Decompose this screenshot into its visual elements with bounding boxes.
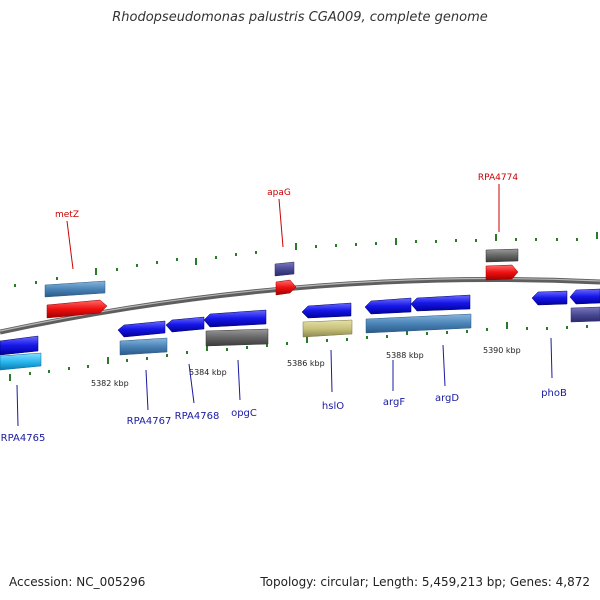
gene-next-feature[interactable]: [570, 306, 600, 323]
gene-label-argd[interactable]: argD: [435, 393, 459, 404]
outer-tick-track: [14, 232, 598, 287]
gene-apag-arrow[interactable]: [275, 279, 297, 296]
gene-opgc-arrow[interactable]: [203, 309, 267, 328]
gene-rpa4768-arrow[interactable]: [165, 316, 205, 333]
gene-rpa4765-feature[interactable]: [0, 352, 42, 371]
gene-label-phob[interactable]: phoB: [541, 388, 567, 399]
scale-label-5384: 5384 kbp: [189, 368, 227, 377]
gene-label-rpa4767[interactable]: RPA4767: [127, 416, 172, 427]
gene-metz-arrow[interactable]: [46, 299, 108, 319]
top-leader-lines: [66, 184, 500, 270]
gene-rpa4765-arrow[interactable]: [0, 335, 39, 356]
gene-label-rpa4765[interactable]: RPA4765: [1, 433, 46, 444]
accession-text: Accession: NC_005296: [9, 575, 146, 589]
scale-label-5382: 5382 kbp: [91, 379, 129, 388]
scale-label-5386: 5386 kbp: [287, 359, 325, 368]
scale-label-5390: 5390 kbp: [483, 346, 521, 355]
gene-rpa4774-arrow[interactable]: [485, 264, 519, 281]
reverse-strand-features: [0, 288, 600, 371]
gene-label-metz[interactable]: metZ: [55, 210, 79, 220]
gene-opgc-feature[interactable]: [205, 328, 269, 347]
genome-title: Rhodopseudomonas palustris CGA009, compl…: [112, 10, 488, 25]
gene-label-apag[interactable]: apaG: [267, 188, 291, 198]
bottom-leader-lines: [16, 337, 553, 427]
genome-backbone: [0, 277, 600, 335]
gene-label-hslo[interactable]: hslO: [322, 401, 344, 412]
gene-apag-feature[interactable]: [274, 261, 295, 277]
gene-label-opgc[interactable]: opgC: [231, 408, 257, 419]
gene-hslo-feature[interactable]: [302, 319, 353, 338]
gene-argf-arrow[interactable]: [364, 297, 412, 315]
gene-rpa4774-feature[interactable]: [485, 248, 519, 263]
gene-phob-arrow[interactable]: [531, 290, 568, 306]
gene-rpa4767-arrow[interactable]: [117, 320, 166, 338]
genome-stats-text: Topology: circular; Length: 5,459,213 bp…: [260, 575, 590, 589]
gene-hslo-arrow[interactable]: [301, 302, 352, 319]
scale-label-5388: 5388 kbp: [386, 351, 424, 360]
gene-label-rpa4768[interactable]: RPA4768: [175, 411, 220, 422]
gene-next-arrow[interactable]: [569, 288, 600, 305]
gene-rpa4767-feature[interactable]: [119, 337, 168, 356]
inner-tick-track: [9, 322, 588, 381]
gene-argf-argd-feature[interactable]: [365, 313, 472, 334]
gene-argd-arrow[interactable]: [410, 294, 471, 312]
gene-label-argf[interactable]: argF: [383, 397, 405, 408]
forward-strand-features: [44, 248, 519, 319]
gene-metz-feature[interactable]: [44, 280, 106, 298]
gene-label-rpa4774[interactable]: RPA4774: [478, 173, 518, 183]
